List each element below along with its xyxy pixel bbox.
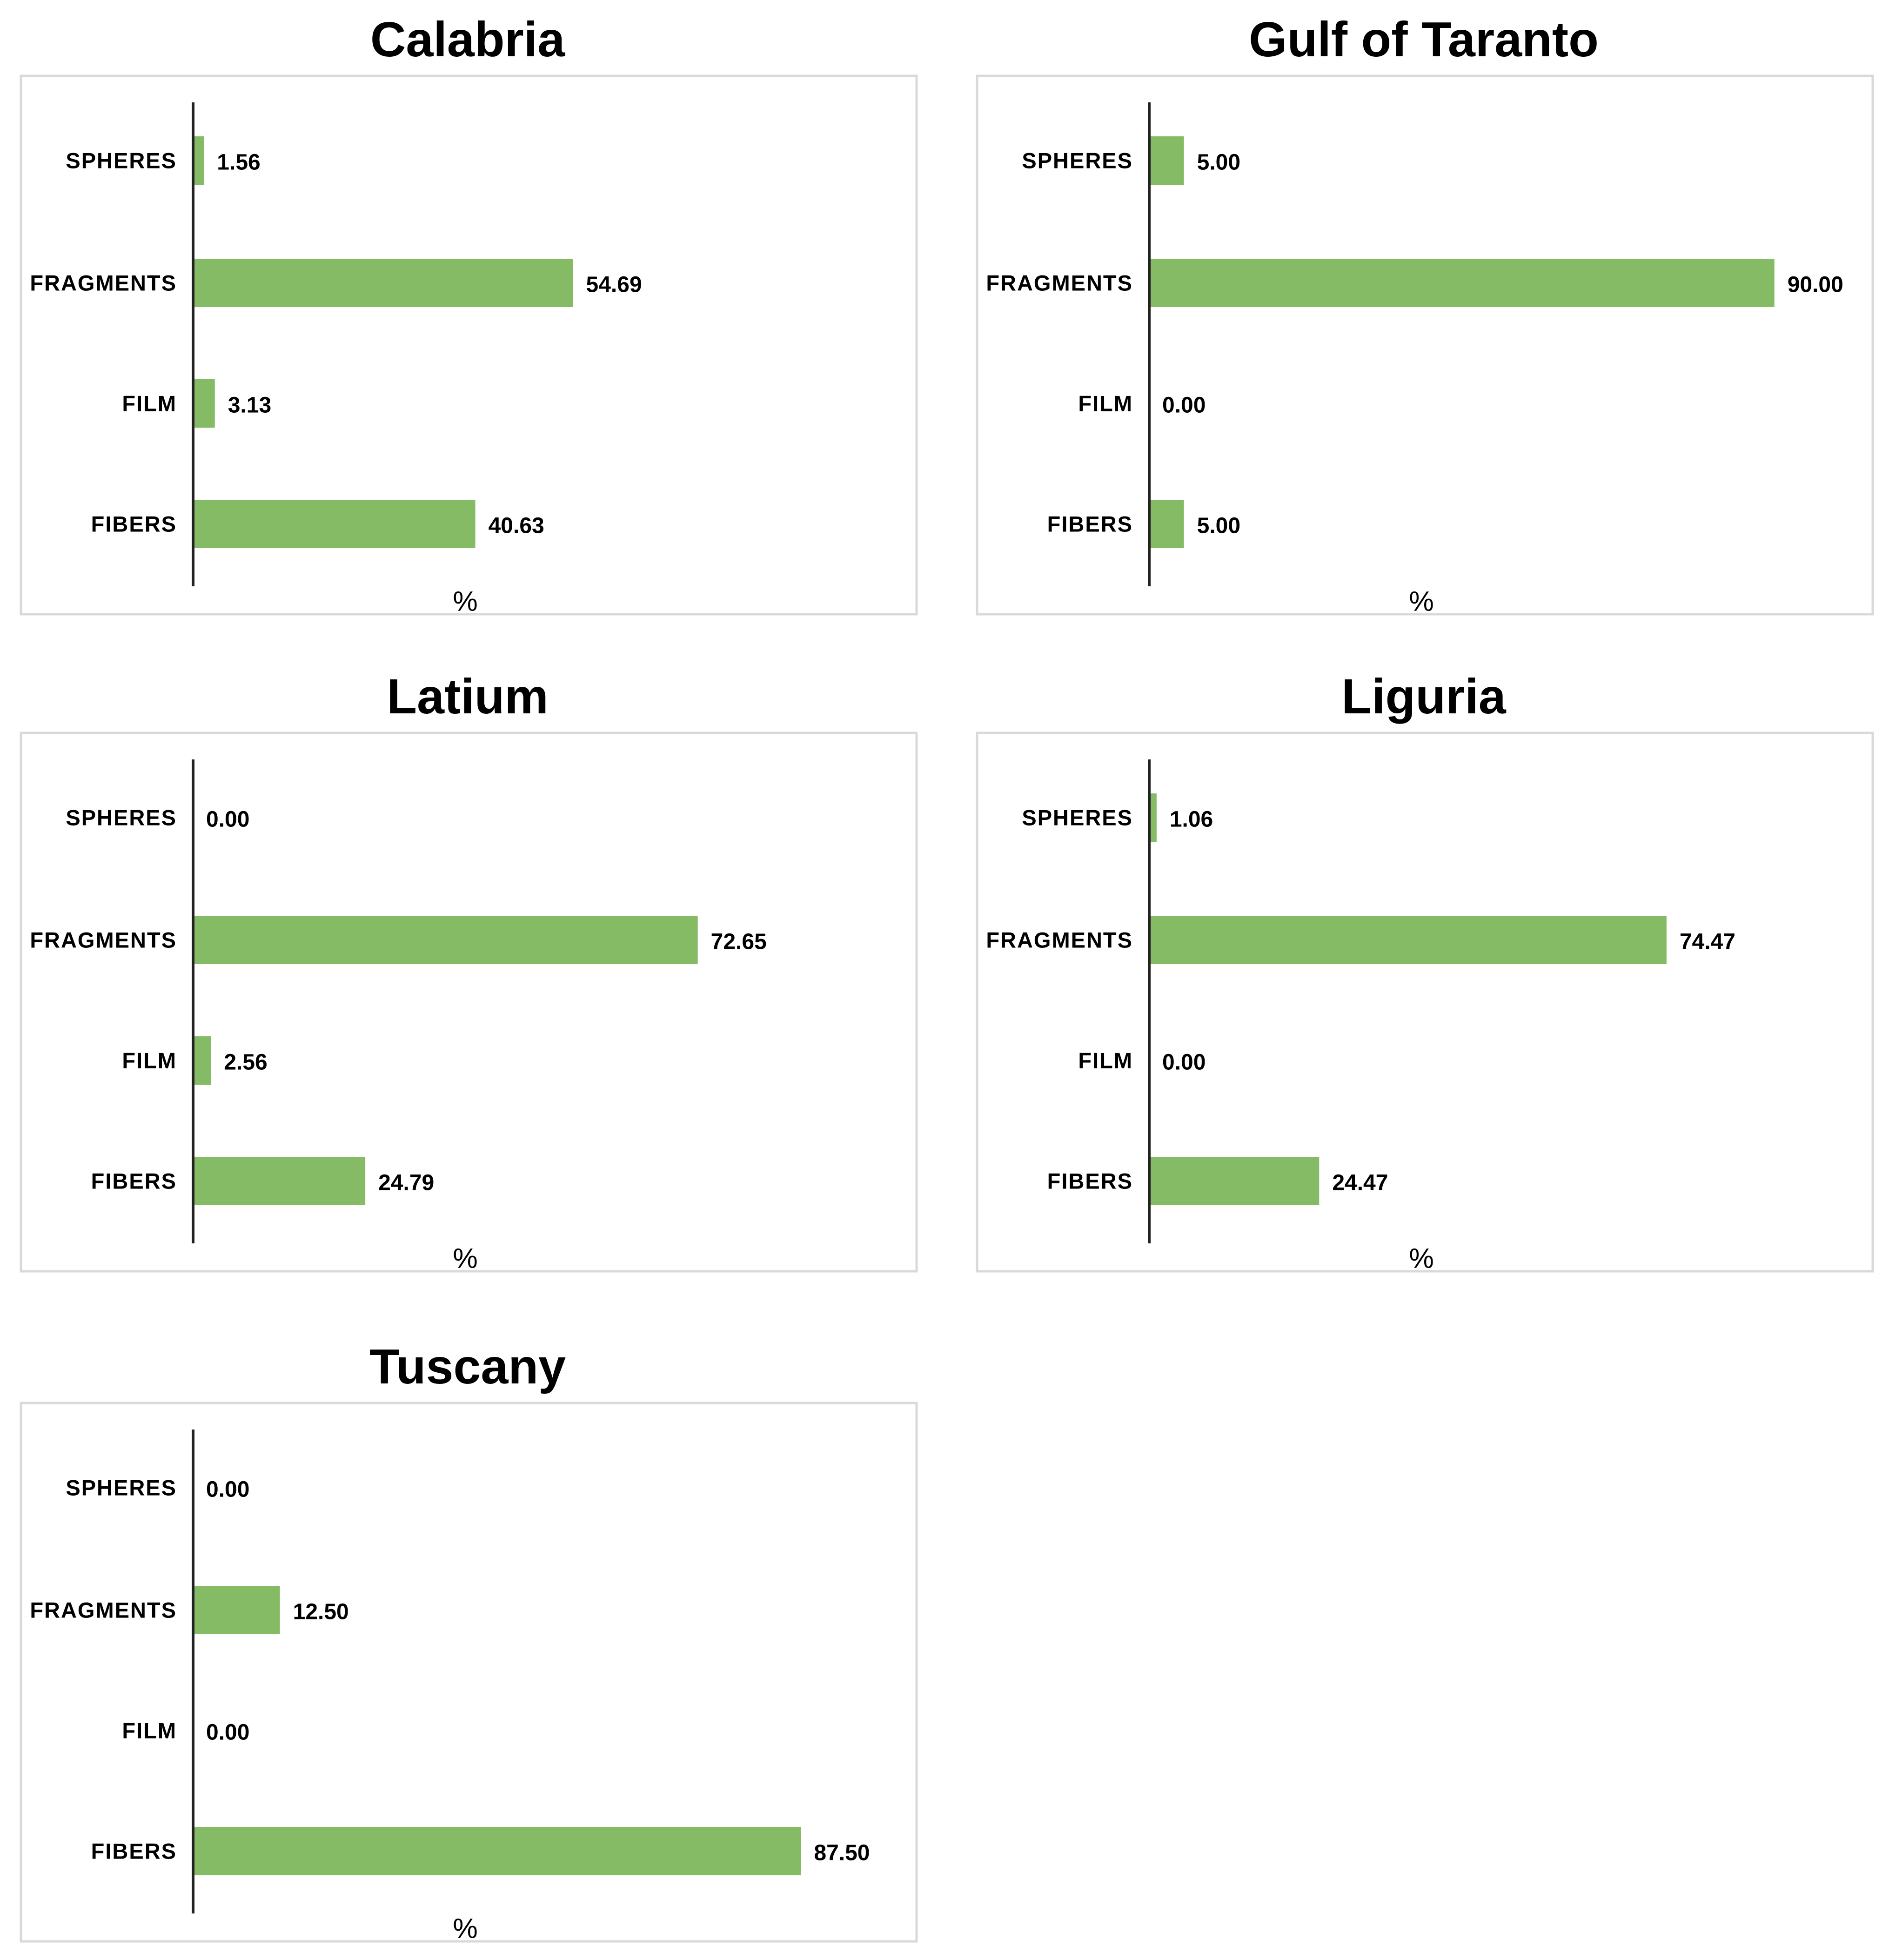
category-label: FILM bbox=[122, 1048, 177, 1073]
chart-panel-calabria: Calabria SPHERES 1.56 FRAGMENTS 54.69 FILM 3.… bbox=[19, 9, 918, 617]
category-label: FRAGMENTS bbox=[30, 1598, 177, 1623]
value-label: 5.00 bbox=[1197, 514, 1240, 538]
value-label: 1.06 bbox=[1170, 807, 1213, 832]
bar bbox=[193, 1036, 211, 1085]
x-axis-label: % bbox=[1409, 586, 1433, 617]
bar bbox=[1149, 916, 1667, 964]
category-label: FILM bbox=[122, 1718, 177, 1743]
bar bbox=[193, 1827, 801, 1875]
chart-title: Tuscany bbox=[369, 1339, 566, 1394]
bar bbox=[1149, 1157, 1320, 1205]
bar bbox=[193, 916, 698, 964]
x-axis-label: % bbox=[1409, 1243, 1433, 1274]
category-label: FIBERS bbox=[91, 1839, 177, 1864]
category-label: FIBERS bbox=[91, 1169, 177, 1194]
value-label: 87.50 bbox=[814, 1841, 870, 1866]
plot-frame bbox=[976, 74, 1874, 616]
category-label: FRAGMENTS bbox=[986, 928, 1133, 953]
category-label: FILM bbox=[122, 391, 177, 416]
chart-panel-latium: Latium SPHERES 0.00 FRAGMENTS 72.65 FILM 2.56… bbox=[19, 666, 918, 1274]
bar-chart-latium: SPHERES 0.00 FRAGMENTS 72.65 FILM 2.56 FIBERS 2… bbox=[20, 732, 918, 1274]
value-label: 90.00 bbox=[1788, 273, 1843, 297]
value-label: 5.00 bbox=[1197, 150, 1240, 175]
category-label: SPHERES bbox=[1022, 805, 1133, 830]
category-label: FIBERS bbox=[1047, 1169, 1133, 1194]
value-label: 40.63 bbox=[489, 514, 544, 538]
chart-panel-gulf-of-taranto: Gulf of Taranto SPHERES 5.00 FRAGMENTS 90.0… bbox=[975, 9, 1874, 617]
category-label: FRAGMENTS bbox=[30, 271, 177, 295]
value-label: 1.56 bbox=[217, 150, 260, 175]
bar-chart-tuscany: SPHERES 0.00 FRAGMENTS 12.50 FILM 0.00 FIBERS 8… bbox=[20, 1402, 918, 1944]
value-label: 0.00 bbox=[206, 1720, 249, 1745]
bar bbox=[1149, 136, 1184, 185]
value-label: 0.00 bbox=[206, 1477, 249, 1502]
category-label: FIBERS bbox=[91, 512, 177, 537]
plot-frame bbox=[20, 732, 918, 1273]
category-label: SPHERES bbox=[66, 148, 177, 173]
value-label: 3.13 bbox=[228, 393, 271, 418]
plot-frame bbox=[976, 732, 1874, 1273]
value-label: 74.47 bbox=[1680, 930, 1735, 954]
bar bbox=[1149, 793, 1157, 842]
bar bbox=[193, 1586, 280, 1634]
chart-title: Liguria bbox=[1341, 669, 1506, 724]
category-label: FILM bbox=[1078, 1048, 1133, 1073]
category-label: SPHERES bbox=[66, 805, 177, 830]
category-label: SPHERES bbox=[1022, 148, 1133, 173]
x-axis-label: % bbox=[453, 1913, 477, 1944]
bar bbox=[193, 1157, 366, 1205]
value-label: 0.00 bbox=[206, 807, 249, 832]
bar-chart-gulf-of-taranto: SPHERES 5.00 FRAGMENTS 90.00 FILM 0.00 FIBERS 5… bbox=[976, 74, 1874, 617]
value-label: 54.69 bbox=[586, 273, 642, 297]
chart-panel-liguria: Liguria SPHERES 1.06 FRAGMENTS 74.47 FILM 0.0… bbox=[975, 666, 1874, 1274]
bar bbox=[1149, 500, 1184, 548]
bar bbox=[193, 259, 573, 307]
value-label: 0.00 bbox=[1162, 1050, 1206, 1075]
category-label: SPHERES bbox=[66, 1476, 177, 1500]
chart-title: Latium bbox=[387, 669, 549, 724]
value-label: 24.47 bbox=[1332, 1171, 1388, 1195]
chart-panel-tuscany: Tuscany SPHERES 0.00 FRAGMENTS 12.50 FILM 0.0… bbox=[19, 1336, 918, 1944]
x-axis-label: % bbox=[453, 586, 477, 617]
value-label: 12.50 bbox=[293, 1600, 349, 1624]
category-label: FRAGMENTS bbox=[986, 271, 1133, 295]
chart-title: Gulf of Taranto bbox=[1249, 12, 1599, 67]
value-label: 24.79 bbox=[378, 1171, 434, 1195]
bar bbox=[193, 379, 215, 428]
value-label: 72.65 bbox=[711, 930, 767, 954]
category-label: FILM bbox=[1078, 391, 1133, 416]
bar bbox=[1149, 259, 1775, 307]
value-label: 2.56 bbox=[224, 1050, 267, 1075]
x-axis-label: % bbox=[453, 1243, 477, 1274]
bar-chart-calabria: SPHERES 1.56 FRAGMENTS 54.69 FILM 3.13 FIBERS 4… bbox=[20, 74, 918, 617]
bar-chart-liguria: SPHERES 1.06 FRAGMENTS 74.47 FILM 0.00 FIBERS 2… bbox=[976, 732, 1874, 1274]
value-label: 0.00 bbox=[1162, 393, 1206, 418]
chart-title: Calabria bbox=[370, 12, 565, 67]
category-label: FRAGMENTS bbox=[30, 928, 177, 953]
bar bbox=[193, 500, 476, 548]
category-label: FIBERS bbox=[1047, 512, 1133, 537]
bar bbox=[193, 136, 204, 185]
